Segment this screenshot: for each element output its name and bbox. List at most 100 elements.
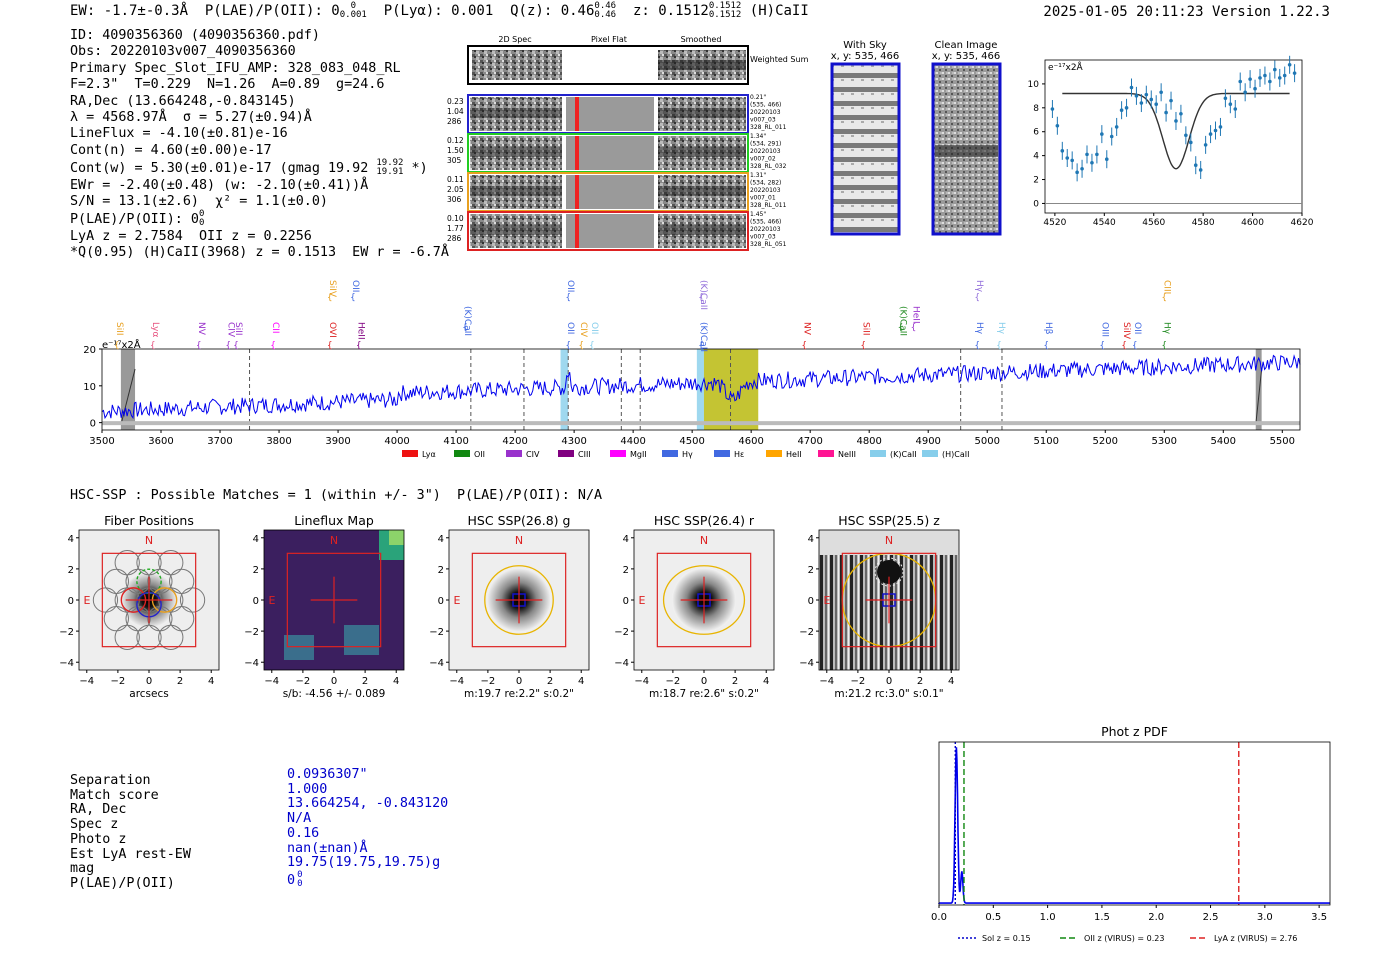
spectrum-line-label: HeII bbox=[910, 306, 920, 324]
cutout-smoothed-trace bbox=[658, 186, 746, 196]
spectrum-line-bracket: { bbox=[996, 341, 1002, 351]
spectrum-line-bracket: { bbox=[233, 341, 239, 351]
info-obs: Obs: 20220103v007_4090356360 bbox=[70, 44, 296, 60]
spectrum-line-label: SiIV bbox=[1121, 322, 1131, 340]
spectrum-legend-swatch bbox=[610, 450, 626, 457]
hsc-xtick-label: −2 bbox=[666, 676, 681, 687]
hsc-fiber-circle bbox=[147, 606, 173, 632]
zoom-point bbox=[1292, 71, 1297, 75]
spectrum-legend-swatch bbox=[870, 450, 886, 457]
hsc-title: HSC-SSP : Possible Matches = 1 (within +… bbox=[70, 488, 603, 503]
match-label: Photo z bbox=[70, 831, 127, 847]
zoom-point bbox=[1184, 133, 1188, 138]
info-q: *Q(0.95) (H)CaII(3968) z = 0.1513 EW r =… bbox=[70, 245, 449, 261]
hsc-xtick-label: −4 bbox=[819, 676, 834, 687]
zoom-point bbox=[1154, 102, 1159, 107]
match-label: Spec z bbox=[70, 817, 119, 833]
spectrum-line-bracket: { bbox=[350, 293, 356, 303]
zoom-xtick-label: 4620 bbox=[1291, 218, 1314, 228]
hsc-ytick-label: −2 bbox=[799, 627, 814, 638]
hsc-east-label: E bbox=[84, 594, 91, 607]
zoom-point bbox=[1124, 106, 1129, 110]
spectrum-line-bracket: { bbox=[698, 341, 704, 351]
zoom-xtick-label: 4540 bbox=[1093, 218, 1116, 228]
zoom-point bbox=[1139, 101, 1144, 105]
hsc-xtick-label: 2 bbox=[177, 676, 183, 687]
spectrum-xtick-label: 4900 bbox=[915, 436, 940, 447]
spectrum-line-bracket: { bbox=[589, 341, 595, 351]
zoom-point bbox=[1055, 123, 1060, 128]
cutout-row-right-label: v007_01 bbox=[750, 195, 776, 202]
cutout-trace bbox=[470, 225, 562, 235]
spectrum-line-label: CII bbox=[270, 322, 280, 334]
info-id: ID: 4090356360 (4090356360.pdf) bbox=[70, 28, 320, 43]
info-plae-row: P(LAE)/P(OII): 00 0 bbox=[70, 210, 449, 228]
zoom-point bbox=[1100, 132, 1104, 136]
info-contw-sup: 19.92 bbox=[376, 158, 404, 169]
spectrum-line-bracket: { bbox=[1121, 341, 1127, 351]
hsc-fiber-circle bbox=[103, 606, 129, 632]
zoom-xtick-label: 4560 bbox=[1142, 218, 1165, 228]
spectrum-line-bracket: { bbox=[327, 293, 333, 303]
hsc-xtick-label: −4 bbox=[449, 676, 464, 687]
clean-image-title: Clean Image bbox=[935, 40, 998, 51]
header-z-sup: 0.1512 bbox=[708, 1, 742, 11]
hsc-north-label: N bbox=[145, 534, 153, 547]
cutout-row-right-label: v007_03 bbox=[750, 117, 776, 124]
spectrum-line-label: CIV bbox=[578, 322, 588, 338]
cutout-bad-column bbox=[575, 175, 579, 209]
photz-xtick-label: 3.0 bbox=[1257, 912, 1273, 923]
zoom-point bbox=[1149, 97, 1154, 102]
match-value: nan(±nan)Å bbox=[287, 840, 368, 856]
spectrum-error-band bbox=[102, 421, 1300, 426]
hsc-xtick-label: 4 bbox=[393, 676, 399, 687]
hsc-red-square bbox=[471, 552, 567, 648]
header-plya: P(Lyα): 0.001 bbox=[383, 3, 494, 19]
spectrum-legend-swatch bbox=[506, 450, 522, 457]
cutout-2d-spec bbox=[470, 214, 562, 248]
zoom-point bbox=[1104, 157, 1109, 162]
spectrum-line-label: (K)CaII bbox=[698, 322, 708, 352]
hsc-panel-xlabel: m:19.7 re:2.2" s:0.2" bbox=[464, 688, 574, 700]
spectrum-line-label: Hγ bbox=[1161, 322, 1171, 335]
cutout-trace bbox=[470, 108, 562, 118]
zoom-point bbox=[1238, 79, 1243, 84]
weighted-sum-label: Weighted Sum bbox=[750, 55, 809, 64]
clean-image bbox=[931, 62, 1002, 236]
cutout-smoothed-trace bbox=[658, 147, 746, 157]
hsc-ytick-label: 2 bbox=[438, 565, 444, 576]
hsc-east-label: E bbox=[639, 594, 646, 607]
hsc-xtick-label: 4 bbox=[763, 676, 769, 687]
spectrum-line-bracket: { bbox=[150, 341, 156, 351]
hsc-fiber-circle bbox=[114, 624, 140, 650]
zoom-point bbox=[1169, 98, 1173, 103]
spectrum-xtick-label: 4000 bbox=[384, 436, 409, 447]
cutout-trace bbox=[470, 186, 562, 196]
hsc-panel-xlabel: m:18.7 re:2.6" s:0.2" bbox=[649, 688, 759, 700]
spectrum-line-bracket: { bbox=[114, 341, 120, 351]
match-label: P(LAE)/P(OII) bbox=[70, 875, 175, 891]
photz-pdf-line bbox=[938, 747, 1330, 904]
spectrum-masked-region bbox=[1255, 349, 1262, 430]
hsc-red-square bbox=[841, 552, 937, 648]
zoom-point bbox=[1075, 170, 1079, 175]
cutout-row-right-label: 328_RL_051 bbox=[750, 241, 787, 248]
zoom-point bbox=[1208, 132, 1213, 136]
hsc-fiber-circle bbox=[136, 624, 162, 650]
cutout-row-right-label: 1.45" bbox=[750, 211, 766, 218]
spectrum-flux-line bbox=[101, 354, 1301, 420]
spectrum-line-label: HeII bbox=[356, 322, 366, 340]
spectrum-xtick-label: 5500 bbox=[1270, 436, 1295, 447]
hsc-panel-xlabel: m:21.2 rc:3.0" s:0.1" bbox=[834, 688, 943, 700]
cutout-row-left-label: 1.04 bbox=[447, 107, 464, 116]
spectrum-chart: e⁻¹⁷x2Å 3500 3600 3700 3800 3900 4000 4100 4200 4… bbox=[83, 280, 1301, 459]
photz-title: Phot z PDF bbox=[1101, 724, 1168, 739]
spectrum-line-label: SiII bbox=[114, 322, 124, 336]
hsc-fiber-circle bbox=[158, 550, 184, 576]
zoom-point bbox=[1273, 67, 1277, 72]
match-label: Match score bbox=[70, 787, 159, 803]
cutout-bad-column bbox=[575, 214, 579, 248]
spectrum-mask-hatch bbox=[120, 368, 136, 426]
spectrum-line-label: NV bbox=[801, 322, 811, 336]
